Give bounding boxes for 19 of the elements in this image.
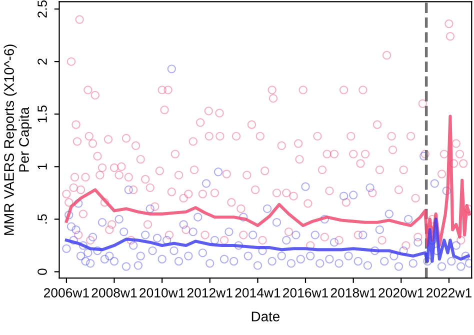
y-axis-title: MMR VAERS Reports (X10^-6) Per Capita [4, 44, 32, 235]
x-tick-label: 2020w1 [378, 288, 424, 298]
y-tick-label: 2 [38, 58, 47, 65]
x-tick-label: 2008w1 [92, 288, 137, 298]
x-tick-label: 2022w1 [426, 288, 472, 298]
x-tick-label: 2010w1 [140, 288, 185, 298]
y-tick-label: 2.5 [38, 0, 47, 18]
x-tick-label: 2016w1 [283, 288, 328, 298]
x-tick-label: 2018w1 [330, 288, 376, 298]
line-series [64, 114, 471, 248]
x-tick-label: 2006w1 [44, 288, 89, 298]
x-tick-label: 2014w1 [235, 288, 280, 298]
y-tick-label: 1 [38, 164, 47, 170]
y-tick-label: .5 [38, 214, 47, 224]
y-tick-label: 0 [38, 268, 47, 275]
y-tick-label: 1.5 [38, 106, 47, 122]
line-series [64, 218, 470, 263]
x-axis-title: Date [252, 312, 280, 322]
x-tick-label: 2012w1 [187, 288, 232, 298]
